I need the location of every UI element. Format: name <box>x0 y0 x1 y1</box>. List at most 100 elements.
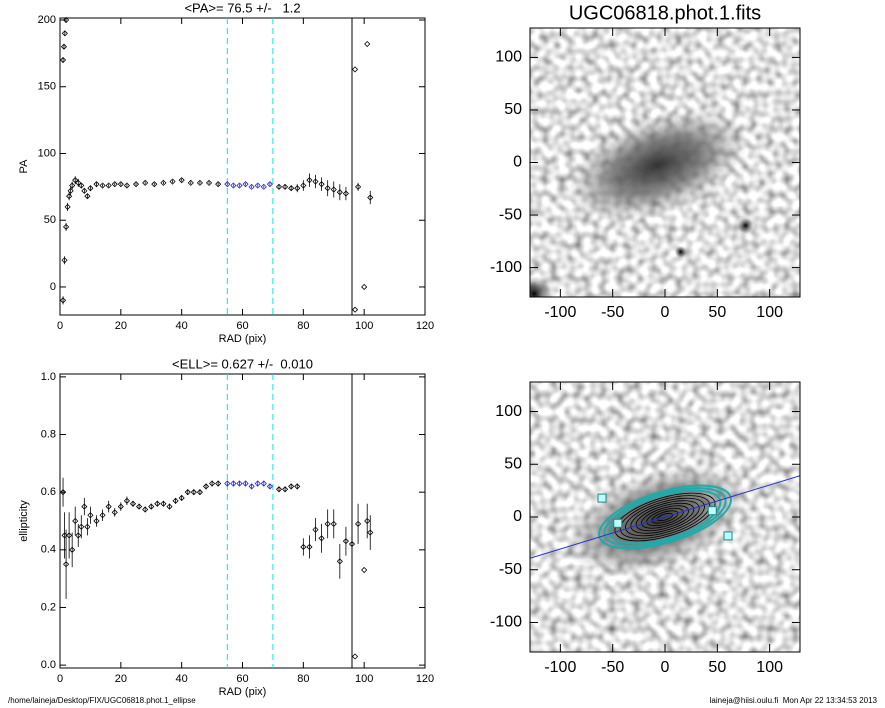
data-point <box>312 526 319 533</box>
data-point <box>324 185 331 192</box>
data-point <box>81 503 88 510</box>
data-point <box>78 182 85 189</box>
image-panel: -100 -50 0 50 100 -100 -50 0 50 100 <box>490 381 801 676</box>
data-point <box>72 517 79 525</box>
data-point <box>63 223 70 230</box>
data-point <box>78 523 85 530</box>
data-point <box>87 185 94 192</box>
data-point <box>169 178 176 185</box>
data-point <box>136 503 143 510</box>
data-point <box>178 177 185 184</box>
image <box>530 382 800 652</box>
y-tick-label: -100 <box>490 259 522 276</box>
data-point <box>63 561 70 568</box>
data-point <box>318 535 325 542</box>
data-point <box>99 512 106 519</box>
data-point <box>351 66 359 73</box>
data-point <box>61 257 68 264</box>
data-point <box>84 523 91 530</box>
y-tick-label: 0 <box>513 154 522 171</box>
data-point <box>99 182 106 189</box>
x-tick-label: 50 <box>708 659 726 676</box>
data-point <box>160 179 167 186</box>
plot-panel: <ELL>= 0.627 +/- 0.010 0 20 40 60 80 100 120 0.0… <box>18 356 434 697</box>
data-point <box>336 189 343 196</box>
data-point <box>209 480 216 487</box>
data-point <box>69 546 76 553</box>
image <box>530 28 800 297</box>
data-point <box>254 182 261 189</box>
data-point <box>111 509 118 516</box>
x-tick-label: 80 <box>297 320 309 332</box>
data-point <box>288 185 295 192</box>
data-point <box>132 181 140 188</box>
data-point <box>215 480 222 487</box>
plot-panel: <PA>= 76.5 +/- 1.2 0 20 40 60 80 100 120 0 50 100 1… <box>18 0 434 344</box>
data-point <box>142 179 149 186</box>
data-point <box>66 193 73 200</box>
y-tick-label: 200 <box>38 14 56 26</box>
data-point <box>260 480 267 487</box>
y-tick-label: 0 <box>513 508 522 525</box>
data-point <box>61 30 68 37</box>
data-point <box>87 512 94 519</box>
data-point <box>81 187 88 194</box>
x-tick-label: 0 <box>57 673 63 685</box>
data-point <box>60 43 68 50</box>
data-point <box>300 543 307 551</box>
x-tick-label: 80 <box>297 673 309 685</box>
x-tick-label: 100 <box>756 659 783 676</box>
data-point <box>178 494 185 502</box>
y-tick-label: -50 <box>499 561 522 578</box>
y-axis-label: ellipticity <box>18 500 30 542</box>
data-point <box>59 56 67 64</box>
x-tick-label: 100 <box>355 320 373 332</box>
marker <box>723 531 733 541</box>
data-point <box>224 181 231 188</box>
data-point <box>236 182 243 189</box>
marker <box>613 518 623 528</box>
data-point <box>294 483 301 490</box>
y-tick-label: 0.8 <box>41 428 56 440</box>
data-point <box>72 177 79 184</box>
x-tick-label: 0 <box>57 320 63 332</box>
data-point <box>300 182 307 189</box>
data-point <box>361 566 368 574</box>
x-tick-label: 0 <box>661 659 670 676</box>
data-point <box>282 183 289 190</box>
data-point <box>166 503 173 510</box>
y-tick-label: 100 <box>38 147 56 159</box>
data-point <box>151 181 158 188</box>
data-point <box>224 480 231 487</box>
data-point <box>69 182 76 189</box>
y-tick-label: 0.4 <box>41 544 56 556</box>
data-point <box>364 517 371 525</box>
x-tick-label: 100 <box>756 304 783 321</box>
data-point <box>64 203 71 210</box>
data-point <box>230 182 237 189</box>
data-point <box>117 503 124 510</box>
data-point <box>288 483 295 490</box>
data-point <box>248 183 255 190</box>
marker <box>707 506 717 516</box>
data-point <box>361 283 368 291</box>
data-point <box>202 483 210 490</box>
data-point <box>66 532 73 539</box>
data-point <box>93 181 100 188</box>
galaxy <box>566 109 749 221</box>
frame <box>59 17 426 316</box>
data-point <box>172 497 179 504</box>
data-point <box>355 520 362 527</box>
data-point <box>196 489 203 496</box>
y-tick-label: 0 <box>50 281 56 293</box>
data-point <box>330 520 337 527</box>
data-point <box>160 500 167 507</box>
data-point <box>324 520 331 527</box>
data-point <box>129 500 137 507</box>
x-tick-label: 40 <box>176 320 188 332</box>
data-point <box>84 193 91 200</box>
data-point <box>123 182 130 189</box>
data-point <box>242 480 249 487</box>
data-point <box>282 486 289 493</box>
data-point <box>148 503 155 510</box>
